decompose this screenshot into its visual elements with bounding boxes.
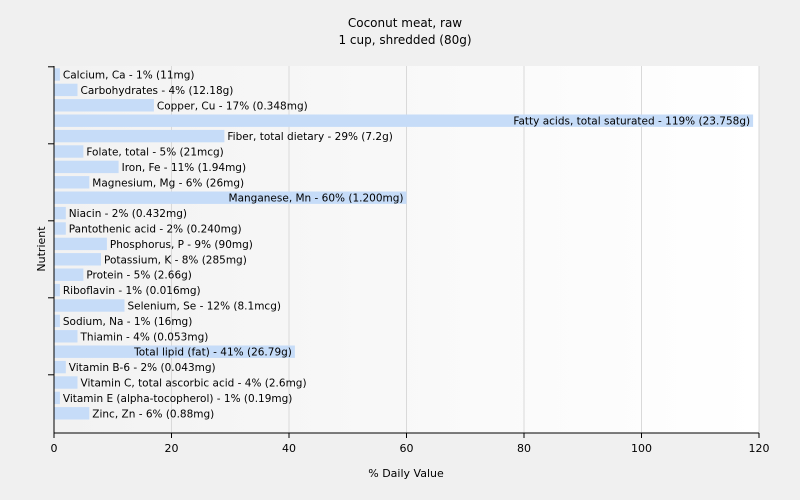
grid-lines: [171, 66, 760, 433]
bar: [54, 68, 60, 81]
bar: [54, 191, 407, 204]
bar-label: Carbohydrates - 4% (12.18g): [81, 85, 234, 97]
x-tick-label: 0: [51, 442, 58, 455]
bar-label: Pantothenic acid - 2% (0.240mg): [69, 224, 242, 236]
bar-label: Vitamin E (alpha-tocopherol) - 1% (0.19m…: [63, 393, 293, 405]
x-tick-label: 100: [631, 442, 652, 455]
bar: [54, 83, 78, 97]
bar: [54, 114, 754, 127]
x-tick-label: 80: [517, 442, 531, 455]
bar-label: Thiamin - 4% (0.053mg): [80, 331, 209, 343]
bar: [54, 253, 101, 266]
bar: [54, 330, 78, 343]
bar-label: Fiber, total dietary - 29% (7.2g): [227, 131, 392, 143]
x-axis-title: % Daily Value: [368, 467, 444, 480]
y-axis-title: Nutrient: [35, 226, 48, 272]
bar: [54, 391, 60, 405]
bar: [54, 314, 60, 328]
x-tick-label: 40: [282, 442, 296, 455]
bar: [54, 283, 60, 297]
bar-label: Potassium, K - 8% (285mg): [104, 254, 247, 266]
bar: [54, 299, 125, 312]
bar-label: Zinc, Zn - 6% (0.88mg): [92, 408, 214, 420]
bar-label: Folate, total - 5% (21mcg): [86, 147, 223, 159]
bar-label: Vitamin C, total ascorbic acid - 4% (2.6…: [81, 378, 307, 390]
chart-subtitle: 1 cup, shredded (80g): [338, 33, 471, 47]
bars: Calcium, Ca - 1% (11mg) Carbohydrates - 4…: [54, 68, 754, 420]
bar: [54, 99, 154, 112]
bar: [54, 129, 225, 143]
bar-label: Iron, Fe - 11% (1.94mg): [122, 162, 246, 174]
bar: [54, 145, 84, 158]
bar: [54, 176, 90, 189]
bar-label: Protein - 5% (2.66g): [86, 270, 192, 282]
bar-label: Magnesium, Mg - 6% (26mg): [92, 177, 244, 189]
bar: [54, 160, 119, 174]
bar: [54, 407, 90, 420]
bar: [54, 376, 78, 389]
bar: [54, 268, 84, 281]
axes: 0 20 40 60 80 100 120: [48, 66, 770, 455]
bar: [54, 222, 66, 235]
bar-label: Vitamin B-6 - 2% (0.043mg): [69, 362, 216, 374]
x-tick-label: 120: [749, 442, 770, 455]
bar: [54, 360, 66, 374]
bar-label: Calcium, Ca - 1% (11mg): [63, 70, 195, 82]
x-tick-label: 60: [400, 442, 414, 455]
bar-label: Sodium, Na - 1% (16mg): [63, 316, 192, 328]
bar-label: Niacin - 2% (0.432mg): [69, 208, 187, 220]
bar-label: Selenium, Se - 12% (8.1mcg): [128, 301, 281, 313]
bar-label: Riboflavin - 1% (0.016mg): [63, 285, 201, 297]
bar: [54, 206, 66, 220]
bar-label: Phosphorus, P - 9% (90mg): [110, 239, 253, 251]
bar: [54, 237, 107, 251]
chart-title: Coconut meat, raw: [348, 16, 462, 30]
bar-label: Total lipid (fat) - 41% (26.79g): [133, 347, 292, 359]
bar-label: Manganese, Mn - 60% (1.200mg): [229, 193, 404, 205]
x-tick-label: 20: [165, 442, 179, 455]
bar-label: Copper, Cu - 17% (0.348mg): [157, 100, 308, 112]
bar: [54, 345, 295, 358]
bar-label: Fatty acids, total saturated - 119% (23.…: [513, 116, 750, 128]
